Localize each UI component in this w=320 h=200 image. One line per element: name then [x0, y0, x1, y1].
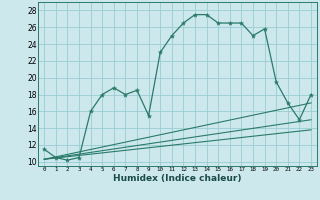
X-axis label: Humidex (Indice chaleur): Humidex (Indice chaleur)	[113, 174, 242, 183]
